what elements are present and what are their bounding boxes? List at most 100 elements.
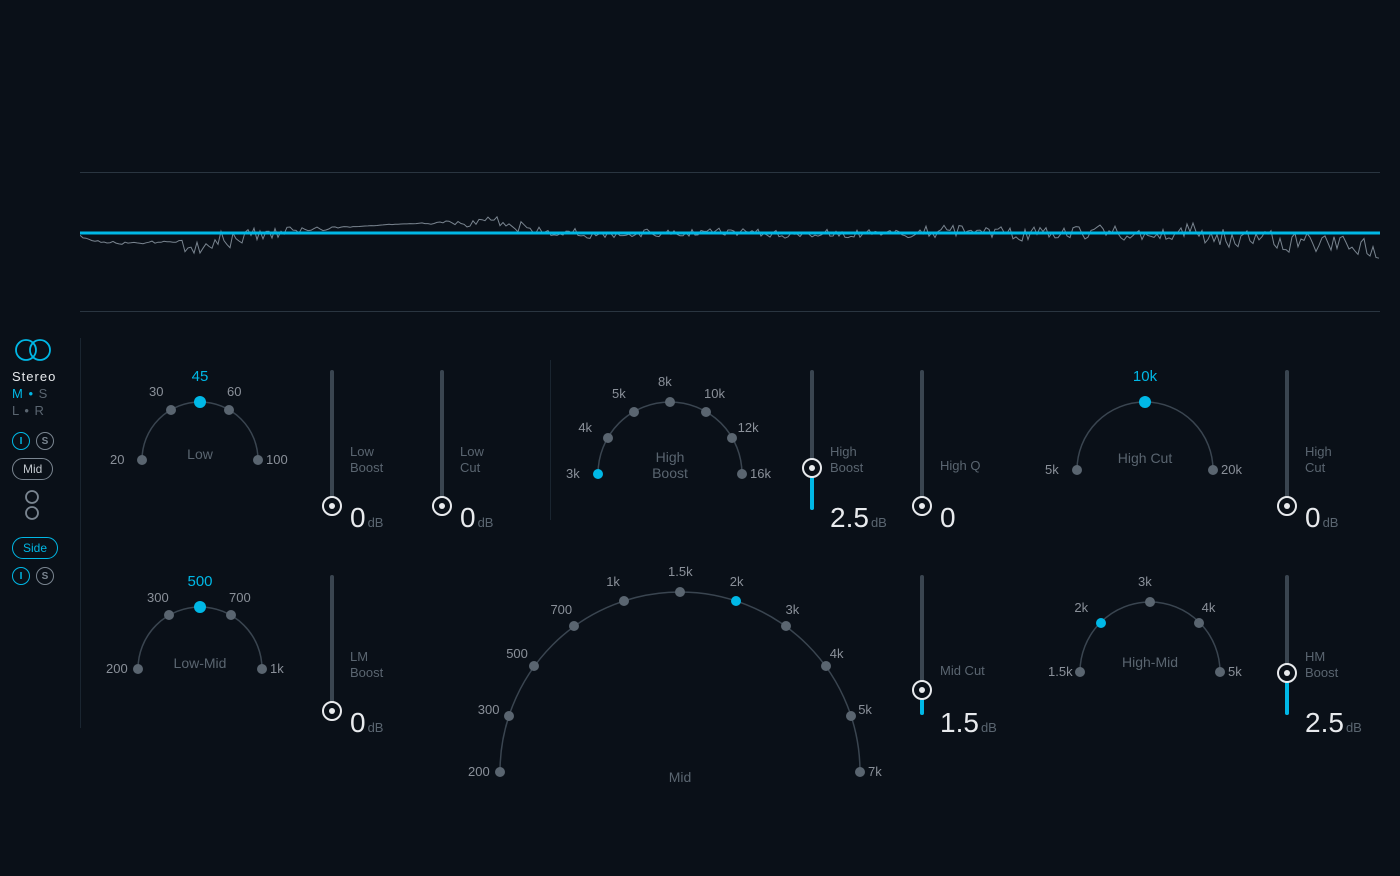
fader-value: 0dB bbox=[1305, 502, 1338, 534]
knob-tick-label: 5k bbox=[612, 386, 626, 401]
knob-tick-label: 10k bbox=[704, 386, 725, 401]
divider bbox=[80, 338, 81, 728]
knob-tick-label: 3k bbox=[786, 602, 800, 617]
fader-label: LMBoost bbox=[350, 649, 383, 680]
knob-tick-label: 1k bbox=[606, 574, 620, 589]
knob-tick-label: 100 bbox=[266, 452, 288, 467]
knob-tick-dot[interactable] bbox=[224, 405, 234, 415]
knob-tick-dot[interactable] bbox=[1194, 618, 1204, 628]
fader-thumb[interactable] bbox=[912, 680, 932, 700]
knob-tick-label: 20 bbox=[110, 452, 124, 467]
channel-sidebar: Stereo M • S L • R I S Mid Side I S bbox=[12, 338, 72, 593]
mid-knob[interactable]: 2003005007001k1.5k2k3k4k5k7kMid bbox=[470, 580, 890, 720]
knob-tick-label: 60 bbox=[227, 384, 241, 399]
fader-thumb[interactable] bbox=[802, 458, 822, 478]
fader-value: 2.5dB bbox=[830, 502, 887, 534]
knob-tick-dot[interactable] bbox=[1096, 618, 1106, 628]
knob-tick-label: 4k bbox=[1202, 600, 1216, 615]
fader-value: 0dB bbox=[350, 707, 383, 739]
knob-tick-dot[interactable] bbox=[701, 407, 711, 417]
s-label[interactable]: S bbox=[39, 386, 49, 401]
knob-tick-dot[interactable] bbox=[855, 767, 865, 777]
knob-tick-dot[interactable] bbox=[257, 664, 267, 674]
stereo-icon[interactable] bbox=[12, 338, 56, 362]
knob-tick-label: 7k bbox=[868, 764, 882, 779]
fader-label: LowCut bbox=[460, 444, 484, 475]
fader-thumb[interactable] bbox=[432, 496, 452, 516]
fader-label: HighBoost bbox=[830, 444, 863, 475]
l-label[interactable]: L bbox=[12, 403, 20, 418]
knob-label: Low bbox=[187, 446, 213, 462]
lr-row: L • R bbox=[12, 403, 72, 418]
fader-track bbox=[1285, 370, 1289, 510]
knob-tick-dot[interactable] bbox=[1072, 465, 1082, 475]
m-label[interactable]: M bbox=[12, 386, 24, 401]
input-toggle-2[interactable]: I bbox=[12, 567, 30, 585]
knob-tick-dot[interactable] bbox=[737, 469, 747, 479]
fader-thumb[interactable] bbox=[322, 496, 342, 516]
fader-value: 0dB bbox=[350, 502, 383, 534]
stereo-label: Stereo bbox=[12, 369, 72, 384]
fader-label: HMBoost bbox=[1305, 649, 1338, 680]
knob-tick-label: 4k bbox=[830, 646, 844, 661]
fader-track bbox=[440, 370, 444, 510]
knob-tick-dot[interactable] bbox=[166, 405, 176, 415]
knob-tick-dot[interactable] bbox=[593, 469, 603, 479]
knob-tick-dot[interactable] bbox=[821, 661, 831, 671]
side-pill[interactable]: Side bbox=[12, 537, 58, 559]
solo-toggle-2[interactable]: S bbox=[36, 567, 54, 585]
knob-tick-dot[interactable] bbox=[133, 664, 143, 674]
knob-tick-label: 1k bbox=[270, 661, 284, 676]
fader-track bbox=[920, 370, 924, 510]
fader-thumb[interactable] bbox=[1277, 663, 1297, 683]
knob-tick-dot[interactable] bbox=[665, 397, 675, 407]
fader-thumb[interactable] bbox=[912, 496, 932, 516]
fader-label: HighCut bbox=[1305, 444, 1332, 475]
knob-tick-label: 8k bbox=[658, 374, 672, 389]
ms-row: M • S bbox=[12, 386, 72, 401]
fader-value: 0 bbox=[940, 502, 956, 534]
knob-tick-label: 5k bbox=[1228, 664, 1242, 679]
knob-indicator bbox=[194, 396, 206, 408]
knob-tick-label: 16k bbox=[750, 466, 771, 481]
solo-toggle-1[interactable]: S bbox=[36, 432, 54, 450]
high-boost-freq-knob[interactable]: 3k4k5k8k10k12k16kHighBoost bbox=[575, 390, 765, 510]
knob-tick-dot[interactable] bbox=[1145, 597, 1155, 607]
fader-label: High Q bbox=[940, 458, 980, 474]
knob-indicator bbox=[194, 601, 206, 613]
link-icon[interactable] bbox=[22, 490, 42, 520]
knob-tick-dot[interactable] bbox=[253, 455, 263, 465]
r-label[interactable]: R bbox=[35, 403, 45, 418]
knob-tick-dot[interactable] bbox=[1208, 465, 1218, 475]
knob-label: Mid bbox=[669, 769, 692, 785]
knob-label: High-Mid bbox=[1122, 654, 1178, 670]
fader-thumb[interactable] bbox=[322, 701, 342, 721]
fader-value: 2.5dB bbox=[1305, 707, 1362, 739]
knob-tick-dot[interactable] bbox=[629, 407, 639, 417]
knob-tick-dot[interactable] bbox=[495, 767, 505, 777]
spectrum-analyzer[interactable] bbox=[80, 172, 1380, 312]
low-freq-knob[interactable]: 45 203060100Low bbox=[120, 390, 280, 500]
knob-tick-dot[interactable] bbox=[1215, 667, 1225, 677]
knob-tick-dot[interactable] bbox=[1075, 667, 1085, 677]
knob-tick-label: 3k bbox=[1138, 574, 1152, 589]
knob-label: High Cut bbox=[1118, 450, 1172, 466]
fader-track bbox=[330, 575, 334, 715]
knob-indicator bbox=[1139, 396, 1151, 408]
high-cut-knob[interactable]: 10k 5k20kHigh Cut bbox=[1055, 390, 1235, 500]
knob-tick-dot[interactable] bbox=[603, 433, 613, 443]
fader-thumb[interactable] bbox=[1277, 496, 1297, 516]
knob-tick-dot[interactable] bbox=[675, 587, 685, 597]
mid-pill[interactable]: Mid bbox=[12, 458, 53, 480]
knob-tick-label: 2k bbox=[1074, 600, 1088, 615]
knob-label: Low-Mid bbox=[174, 655, 227, 671]
knob-tick-dot[interactable] bbox=[137, 455, 147, 465]
fader-value: 1.5dB bbox=[940, 707, 997, 739]
knob-tick-label: 5k bbox=[1045, 462, 1059, 477]
input-toggle-1[interactable]: I bbox=[12, 432, 30, 450]
fader-value: 0dB bbox=[460, 502, 493, 534]
knob-tick-label: 20k bbox=[1221, 462, 1242, 477]
low-mid-knob[interactable]: 500 2003007001kLow-Mid bbox=[110, 595, 290, 705]
high-mid-knob[interactable]: 1.5k2k3k4k5kHigh-Mid bbox=[1055, 590, 1245, 710]
knob-tick-dot[interactable] bbox=[731, 596, 741, 606]
